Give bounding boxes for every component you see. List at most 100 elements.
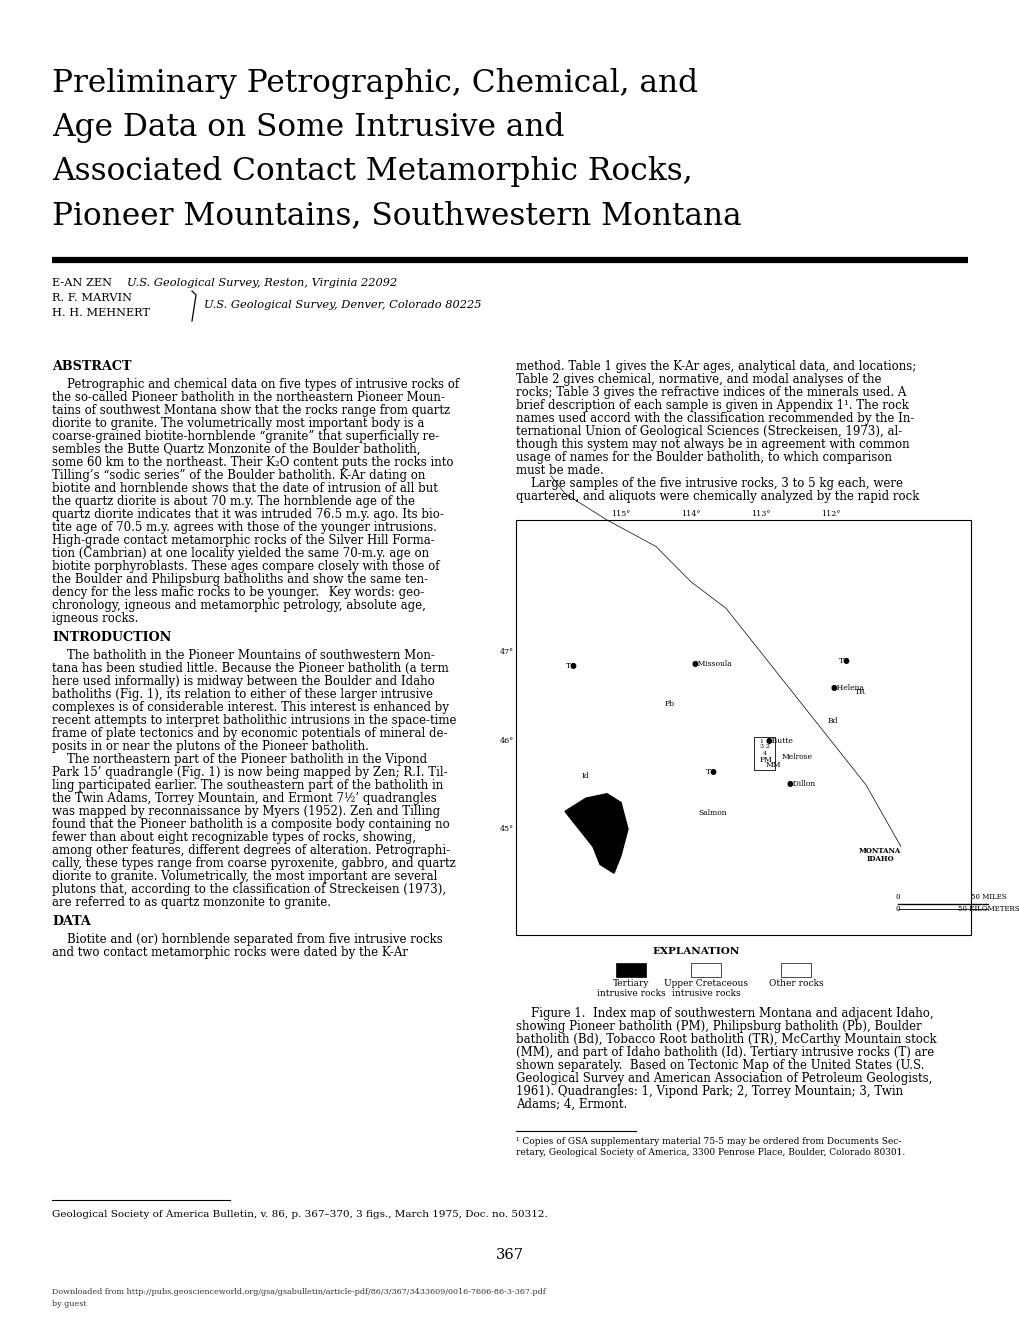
Text: H. H. MEHNERT: H. H. MEHNERT [52,308,150,318]
Text: ●Butte: ●Butte [765,737,793,745]
Text: diorite to granite. The volumetrically most important body is a: diorite to granite. The volumetrically m… [52,417,424,430]
Text: names used accord with the classification recommended by the In-: names used accord with the classificatio… [516,411,913,425]
Text: 113°: 113° [751,509,770,519]
Text: Pioneer Mountains, Southwestern Montana: Pioneer Mountains, Southwestern Montana [52,200,741,232]
Text: was mapped by reconnaissance by Myers (1952). Zen and Tilling: was mapped by reconnaissance by Myers (1… [52,804,439,818]
Text: U.S. Geological Survey, Reston, Virginia 22092: U.S. Geological Survey, Reston, Virginia… [127,278,396,288]
Text: 50 MILES: 50 MILES [970,893,1006,901]
Text: coarse-grained biotite-hornblende “granite” that superficially re-: coarse-grained biotite-hornblende “grani… [52,430,439,443]
Text: Other rocks: Other rocks [768,979,822,988]
Text: T●: T● [705,767,717,775]
Text: 45°: 45° [499,826,514,833]
Text: biotite and hornblende shows that the date of intrusion of all but: biotite and hornblende shows that the da… [52,482,437,495]
Text: posits in or near the plutons of the Pioneer batholith.: posits in or near the plutons of the Pio… [52,740,369,753]
Text: intrusive rocks: intrusive rocks [596,990,664,998]
Text: retary, Geological Society of America, 3300 Penrose Place, Boulder, Colorado 803: retary, Geological Society of America, 3… [516,1148,905,1158]
Text: TR: TR [854,688,865,696]
Text: plutons that, according to the classification of Streckeisen (1973),: plutons that, according to the classific… [52,882,445,896]
Text: recent attempts to interpret batholithic intrusions in the space-time: recent attempts to interpret batholithic… [52,714,457,728]
Text: T●: T● [566,662,578,669]
Text: igneous rocks.: igneous rocks. [52,613,139,624]
Text: diorite to granite. Volumetrically, the most important are several: diorite to granite. Volumetrically, the … [52,871,437,882]
Text: INTRODUCTION: INTRODUCTION [52,631,171,644]
Text: ●Missoula: ●Missoula [691,660,732,668]
Text: quartered, and aliquots were chemically analyzed by the rapid rock: quartered, and aliquots were chemically … [516,490,918,503]
Text: and two contact metamorphic rocks were dated by the K-Ar: and two contact metamorphic rocks were d… [52,946,408,959]
Text: Park 15’ quadrangle (Fig. 1) is now being mapped by Zen; R.I. Til-: Park 15’ quadrangle (Fig. 1) is now bein… [52,766,447,779]
Text: Melrose: Melrose [781,753,811,761]
Text: batholiths (Fig. 1), its relation to either of these larger intrusive: batholiths (Fig. 1), its relation to eit… [52,688,433,701]
Text: shown separately.  Based on Tectonic Map of the United States (U.S.: shown separately. Based on Tectonic Map … [516,1058,923,1072]
Bar [615,963,645,976]
Text: 114°: 114° [681,509,700,519]
Text: U.S. Geological Survey, Denver, Colorado 80225: U.S. Geological Survey, Denver, Colorado… [204,300,481,310]
Bar [516,520,970,935]
Text: ABSTRACT: ABSTRACT [52,360,131,373]
Text: cally, these types range from coarse pyroxenite, gabbro, and quartz: cally, these types range from coarse pyr… [52,857,455,871]
Text: 4: 4 [761,750,766,755]
Bar [690,963,720,976]
Text: frame of plate tectonics and by economic potentials of mineral de-: frame of plate tectonics and by economic… [52,728,447,740]
Text: The northeastern part of the Pioneer batholith in the Vipond: The northeastern part of the Pioneer bat… [52,753,427,766]
Text: Geological Survey and American Association of Petroleum Geologists,: Geological Survey and American Associati… [516,1072,931,1085]
Text: ling participated earlier. The southeastern part of the batholith in: ling participated earlier. The southeast… [52,779,443,792]
Text: 0: 0 [895,893,899,901]
Text: Salmon: Salmon [697,810,726,818]
Text: tana has been studied little. Because the Pioneer batholith (a term: tana has been studied little. Because th… [52,662,448,675]
Text: 367: 367 [495,1248,524,1262]
Text: must be made.: must be made. [516,464,603,478]
Text: Bd: Bd [826,717,837,725]
Text: tains of southwest Montana show that the rocks range from quartz: tains of southwest Montana show that the… [52,404,449,417]
Text: IDAHO: IDAHO [865,855,893,863]
Text: Pb: Pb [664,700,675,708]
Text: Table 2 gives chemical, normative, and modal analyses of the: Table 2 gives chemical, normative, and m… [516,373,880,386]
Text: fewer than about eight recognizable types of rocks, showing,: fewer than about eight recognizable type… [52,831,416,844]
Text: 2: 2 [765,745,769,749]
Text: by guest: by guest [52,1301,87,1308]
Text: Upper Cretaceous: Upper Cretaceous [663,979,747,988]
Text: 50 KILOMETERS: 50 KILOMETERS [957,905,1018,913]
Text: ●Helena: ●Helena [830,684,864,692]
Text: the Boulder and Philipsburg batholiths and show the same ten-: the Boulder and Philipsburg batholiths a… [52,573,428,586]
Text: among other features, different degrees of alteration. Petrographi-: among other features, different degrees … [52,844,449,857]
Text: here used informally) is midway between the Boulder and Idaho: here used informally) is midway between … [52,675,434,688]
Text: method. Table 1 gives the K-Ar ages, analytical data, and locations;: method. Table 1 gives the K-Ar ages, ana… [516,360,915,373]
Text: tion (Cambrian) at one locality yielded the same 70-m.y. age on: tion (Cambrian) at one locality yielded … [52,546,429,560]
Text: Associated Contact Metamorphic Rocks,: Associated Contact Metamorphic Rocks, [52,156,692,187]
Text: ternational Union of Geological Sciences (Streckeisen, 1973), al-: ternational Union of Geological Sciences… [516,425,902,438]
Text: DATA: DATA [52,916,91,927]
Text: ¹ Copies of GSA supplementary material 75-5 may be ordered from Documents Sec-: ¹ Copies of GSA supplementary material 7… [516,1136,901,1146]
Text: Petrographic and chemical data on five types of intrusive rocks of: Petrographic and chemical data on five t… [52,378,459,392]
Text: biotite porphyroblasts. These ages compare closely with those of: biotite porphyroblasts. These ages compa… [52,560,439,573]
Text: 1: 1 [758,740,762,744]
Text: some 60 km to the northeast. Their K₂O content puts the rocks into: some 60 km to the northeast. Their K₂O c… [52,456,453,468]
Text: MM: MM [765,762,781,770]
Text: usage of names for the Boulder batholith, to which comparison: usage of names for the Boulder batholith… [516,451,892,464]
Text: 0: 0 [895,905,899,913]
Text: EXPLANATION: EXPLANATION [652,947,739,957]
Text: E-AN ZEN: E-AN ZEN [52,278,112,288]
Text: Age Data on Some Intrusive and: Age Data on Some Intrusive and [52,112,564,143]
Text: complexes is of considerable interest. This interest is enhanced by: complexes is of considerable interest. T… [52,701,448,714]
Text: showing Pioneer batholith (PM), Philipsburg batholith (Pb), Boulder: showing Pioneer batholith (PM), Philipsb… [516,1020,921,1033]
Text: 46°: 46° [499,737,514,745]
Text: rocks; Table 3 gives the refractive indices of the minerals used. A: rocks; Table 3 gives the refractive indi… [516,386,906,400]
Text: 115°: 115° [610,509,630,519]
Text: 3: 3 [758,745,762,749]
Text: the Twin Adams, Torrey Mountain, and Ermont 7½’ quadrangles: the Twin Adams, Torrey Mountain, and Erm… [52,792,436,804]
Text: the so-called Pioneer batholith in the northeastern Pioneer Moun-: the so-called Pioneer batholith in the n… [52,392,444,404]
Polygon shape [565,794,628,873]
Text: the quartz diorite is about 70 m.y. The hornblende age of the: the quartz diorite is about 70 m.y. The … [52,495,415,508]
Text: Adams; 4, Ermont.: Adams; 4, Ermont. [516,1098,627,1111]
Text: MONTANA: MONTANA [858,847,900,855]
Text: Tilling’s “sodic series” of the Boulder batholith. K-Ar dating on: Tilling’s “sodic series” of the Boulder … [52,468,425,482]
Text: R. F. MARVIN: R. F. MARVIN [52,292,131,303]
Text: found that the Pioneer batholith is a composite body containing no: found that the Pioneer batholith is a co… [52,818,449,831]
Bar [753,737,774,770]
Text: 112°: 112° [820,509,840,519]
Text: Figure 1.  Index map of southwestern Montana and adjacent Idaho,: Figure 1. Index map of southwestern Mont… [516,1007,932,1020]
Text: sembles the Butte Quartz Monzonite of the Boulder batholith,: sembles the Butte Quartz Monzonite of th… [52,443,420,456]
Text: tite age of 70.5 m.y. agrees with those of the younger intrusions.: tite age of 70.5 m.y. agrees with those … [52,521,436,534]
Text: (MM), and part of Idaho batholith (Id). Tertiary intrusive rocks (T) are: (MM), and part of Idaho batholith (Id). … [516,1046,933,1058]
Text: quartz diorite indicates that it was intruded 76.5 m.y. ago. Its bio-: quartz diorite indicates that it was int… [52,508,443,521]
